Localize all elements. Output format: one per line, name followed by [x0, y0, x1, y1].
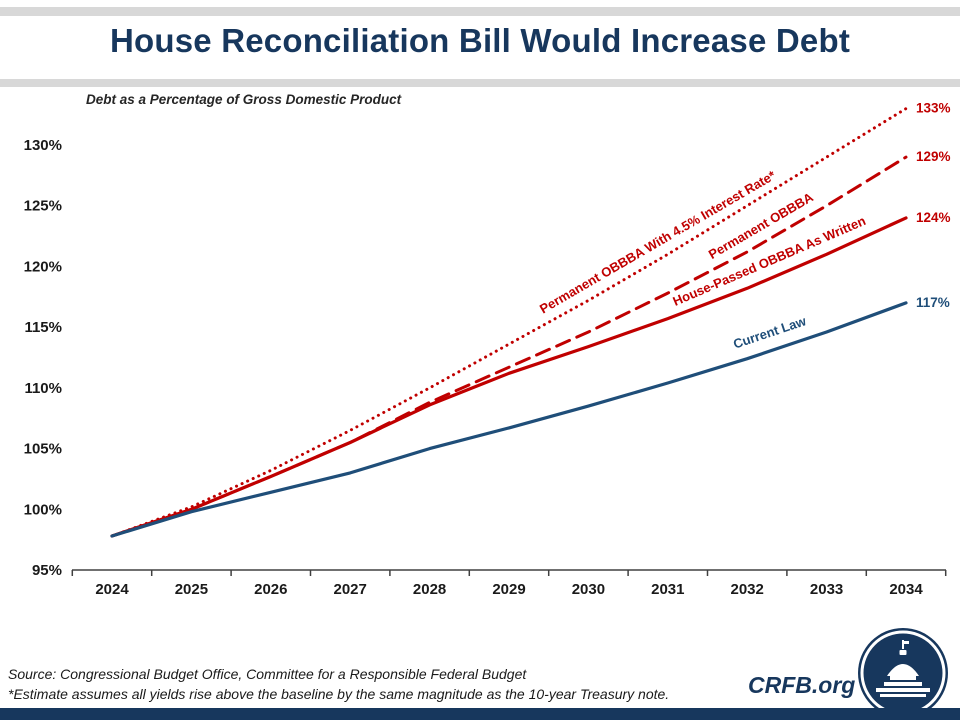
svg-text:Current Law: Current Law — [731, 313, 809, 352]
svg-text:95%: 95% — [32, 562, 62, 579]
header-stripe-top — [0, 7, 960, 16]
svg-text:130%: 130% — [24, 137, 62, 154]
debt-chart: Debt as a Percentage of Gross Domestic P… — [0, 88, 960, 618]
svg-text:2025: 2025 — [175, 581, 208, 598]
crfb-logo — [858, 628, 948, 718]
debt-chart-svg: 95% 100% 105% 110% 115% 120% 125% 130% 2024 2025 2… — [24, 101, 951, 598]
svg-text:2034: 2034 — [889, 581, 923, 598]
header-stripe-bottom — [0, 79, 960, 87]
footnote-line: *Estimate assumes all yields rise above … — [8, 686, 670, 702]
page-title: House Reconciliation Bill Would Increase… — [109, 22, 851, 59]
svg-text:2030: 2030 — [572, 581, 605, 598]
svg-text:115%: 115% — [24, 319, 62, 336]
svg-text:2031: 2031 — [651, 581, 684, 598]
svg-text:2028: 2028 — [413, 581, 446, 598]
svg-text:2029: 2029 — [492, 581, 525, 598]
svg-text:2033: 2033 — [810, 581, 843, 598]
page-header: House Reconciliation Bill Would Increase… — [0, 0, 960, 88]
chart-subtitle: Debt as a Percentage of Gross Domestic P… — [86, 92, 402, 107]
capitol-dome-icon — [876, 640, 930, 697]
svg-text:100%: 100% — [24, 501, 62, 518]
svg-text:125%: 125% — [24, 198, 62, 215]
svg-text:2026: 2026 — [254, 581, 287, 598]
bottom-bar — [0, 708, 960, 720]
svg-text:117%: 117% — [916, 295, 950, 310]
svg-text:129%: 129% — [916, 149, 951, 164]
svg-text:124%: 124% — [916, 210, 951, 225]
svg-text:2027: 2027 — [334, 581, 367, 598]
svg-text:120%: 120% — [24, 258, 62, 275]
svg-text:110%: 110% — [24, 380, 62, 397]
source-line: Source: Congressional Budget Office, Com… — [8, 666, 527, 682]
svg-text:2032: 2032 — [731, 581, 764, 598]
svg-text:2024: 2024 — [95, 581, 129, 598]
svg-text:133%: 133% — [916, 101, 951, 116]
crfb-brand-text: CRFB.org — [748, 672, 856, 698]
svg-text:105%: 105% — [24, 441, 62, 458]
